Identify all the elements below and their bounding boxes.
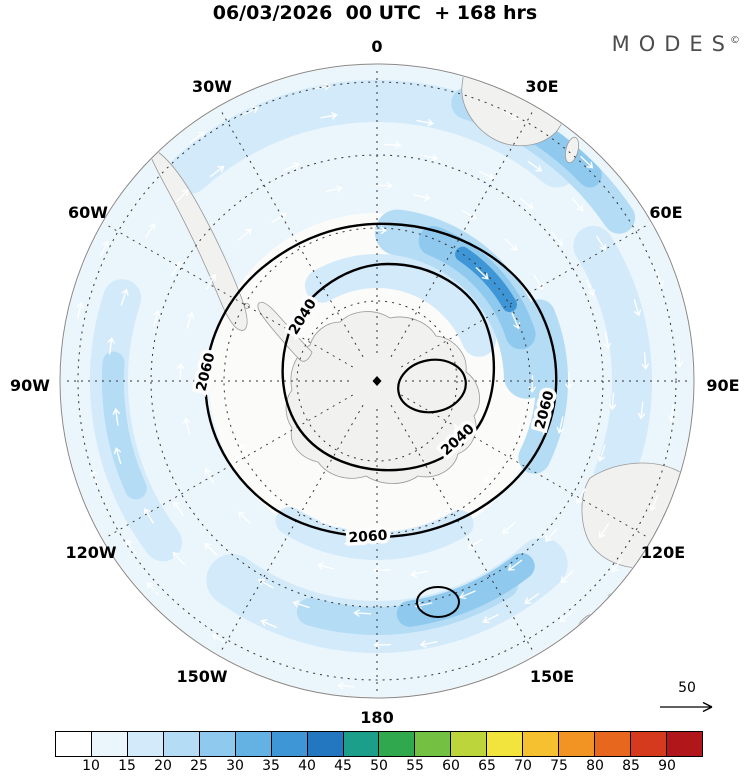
colorbar-segment	[631, 732, 667, 756]
colorbar-tick-label: 80	[586, 758, 604, 774]
wind-arrows	[76, 83, 684, 690]
lon-label-30e: 30E	[525, 77, 558, 96]
colorbar-segment	[523, 732, 560, 756]
vector-scale-value: 50	[678, 680, 696, 696]
pole-marker	[372, 376, 382, 386]
colorbar-tick-label: 30	[226, 758, 244, 774]
colorbar-segment	[595, 732, 631, 756]
colorbar-segment	[127, 732, 164, 756]
lon-label-120w: 120W	[65, 543, 116, 562]
new-zealand-landmass	[556, 641, 576, 661]
copyright-icon: ©	[730, 35, 740, 46]
colorbar-segment	[487, 732, 524, 756]
graticule	[62, 66, 692, 696]
contour-inner-oval	[397, 358, 467, 414]
island	[244, 303, 250, 309]
colorbar-segment	[163, 732, 200, 756]
vector-scale: 50	[660, 680, 713, 713]
colorbar-segment	[56, 732, 92, 756]
antarctic-peninsula	[257, 301, 313, 362]
contour-small-south	[416, 586, 460, 618]
contour-label-2060: 2060	[348, 528, 388, 547]
colorbar-ticks: 10 15 20 25 30 35 40 45 50 55 60 65 70 75 80 85 90	[55, 758, 703, 778]
colorbar-tick-label: 15	[118, 758, 136, 774]
colorbar-segment	[666, 732, 702, 756]
polar-map: 2040 2040 2060 2060 2060 0 30E 60E 90E 1…	[10, 37, 740, 727]
colorbar-legend: 10 15 20 25 30 35 40 45 50 55 60 65 70 75 80 85 90	[55, 731, 703, 778]
colorbar-tick-label: 70	[514, 758, 532, 774]
colorbar-tick-label: 50	[370, 758, 388, 774]
colorbar-tick-label: 45	[334, 758, 352, 774]
colorbar-segment	[451, 732, 488, 756]
lon-label-30w: 30W	[192, 77, 232, 96]
colorbar-segment	[343, 732, 380, 756]
longitude-labels: 0 30E 60E 90E 120E 150E 180 150W 120W 90…	[10, 37, 740, 727]
colorbar-segment	[307, 732, 344, 756]
colorbar-tick-label: 10	[82, 758, 100, 774]
lon-label-90w: 90W	[10, 376, 50, 395]
colorbar-tick-label: 25	[190, 758, 208, 774]
lon-label-150e: 150E	[530, 667, 574, 686]
lon-label-150w: 150W	[176, 667, 227, 686]
wind-shading	[61, 65, 693, 697]
colorbar-tick-label: 65	[478, 758, 496, 774]
modes-logo-text: MODES	[611, 32, 734, 56]
modes-logo: MODES©	[612, 32, 740, 56]
contour-2060	[204, 222, 558, 538]
lon-label-90e: 90E	[706, 376, 739, 395]
colorbar-tick-label: 75	[550, 758, 568, 774]
colorbar-tick-label: 55	[406, 758, 424, 774]
lon-label-0: 0	[371, 37, 382, 56]
height-contours	[204, 222, 558, 618]
colorbar-segment	[91, 732, 128, 756]
colorbar-tick-label: 20	[154, 758, 172, 774]
lon-label-60w: 60W	[68, 203, 108, 222]
antarctica-landmass	[285, 311, 480, 484]
colorbar	[55, 731, 703, 757]
colorbar-segment	[379, 732, 416, 756]
south-america-landmass	[149, 151, 248, 331]
tasmania-landmass	[607, 592, 621, 604]
page-title: 06/03/2026 00 UTC + 168 hrs	[212, 2, 538, 24]
colorbar-segment	[559, 732, 596, 756]
lon-label-180: 180	[360, 708, 393, 727]
colorbar-tick-label: 40	[298, 758, 316, 774]
colorbar-segment	[271, 732, 308, 756]
colorbar-segment	[235, 732, 272, 756]
vector-scale-arrow-icon	[660, 701, 713, 713]
colorbar-segment	[415, 732, 452, 756]
colorbar-segment	[199, 732, 236, 756]
contour-2040	[281, 262, 496, 472]
madagascar-landmass	[564, 136, 580, 164]
lon-label-60e: 60E	[649, 203, 682, 222]
colorbar-tick-label: 35	[262, 758, 280, 774]
colorbar-tick-label: 60	[442, 758, 460, 774]
lon-label-120e: 120E	[641, 543, 685, 562]
colorbar-tick-label: 90	[658, 758, 676, 774]
colorbar-tick-label: 85	[622, 758, 640, 774]
